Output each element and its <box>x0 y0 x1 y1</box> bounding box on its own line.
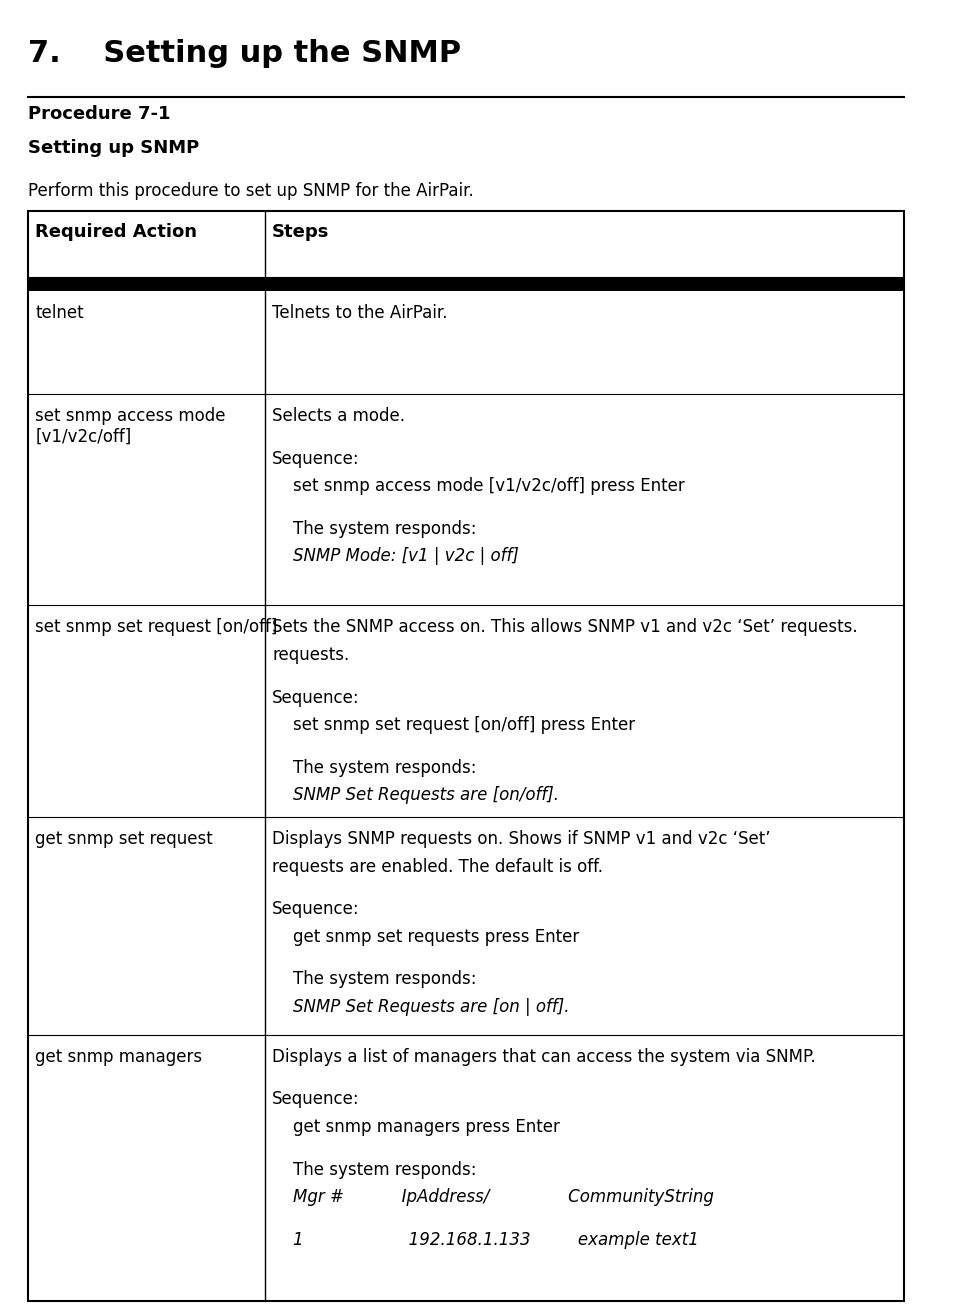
Text: Sequence:: Sequence: <box>272 688 360 707</box>
Text: get snmp set request: get snmp set request <box>35 830 214 848</box>
Text: Setting up SNMP: Setting up SNMP <box>28 139 199 157</box>
Text: requests are enabled. The default is off.: requests are enabled. The default is off… <box>272 857 603 876</box>
Text: set snmp access mode [v1/v2c/off] press Enter: set snmp access mode [v1/v2c/off] press … <box>272 477 685 496</box>
Text: Required Action: Required Action <box>35 223 197 241</box>
Text: Sequence:: Sequence: <box>272 1091 360 1108</box>
Text: The system responds:: The system responds: <box>272 759 476 777</box>
Text: The system responds:: The system responds: <box>272 1160 476 1179</box>
FancyBboxPatch shape <box>28 211 905 1301</box>
Text: get snmp managers press Enter: get snmp managers press Enter <box>272 1118 560 1135</box>
Text: set snmp access mode
[v1/v2c/off]: set snmp access mode [v1/v2c/off] <box>35 406 226 446</box>
Text: Sequence:: Sequence: <box>272 450 360 468</box>
Text: Steps: Steps <box>272 223 329 241</box>
Text: get snmp managers: get snmp managers <box>35 1047 203 1066</box>
Text: requests.: requests. <box>272 646 349 663</box>
Text: telnet: telnet <box>35 304 84 323</box>
Text: The system responds:: The system responds: <box>272 519 476 538</box>
Text: Sequence:: Sequence: <box>272 901 360 918</box>
Text: Displays SNMP requests on. Shows if SNMP v1 and v2c ‘Set’: Displays SNMP requests on. Shows if SNMP… <box>272 830 770 848</box>
Text: SNMP Mode: [v1 | v2c | off]: SNMP Mode: [v1 | v2c | off] <box>272 547 518 565</box>
Text: Procedure 7-1: Procedure 7-1 <box>28 105 171 123</box>
FancyBboxPatch shape <box>28 277 905 291</box>
Text: Mgr #           IpAddress/               CommunityString: Mgr # IpAddress/ CommunityString <box>272 1188 713 1206</box>
Text: Displays a list of managers that can access the system via SNMP.: Displays a list of managers that can acc… <box>272 1047 815 1066</box>
Text: set snmp set request [on/off] press Enter: set snmp set request [on/off] press Ente… <box>272 716 635 734</box>
Text: SNMP Set Requests are [on/off].: SNMP Set Requests are [on/off]. <box>272 787 559 805</box>
Text: SNMP Set Requests are [on | off].: SNMP Set Requests are [on | off]. <box>272 998 569 1016</box>
Text: 1                    192.168.1.133         example text1: 1 192.168.1.133 example text1 <box>272 1231 699 1249</box>
Text: Telnets to the AirPair.: Telnets to the AirPair. <box>272 304 448 323</box>
Text: Sets the SNMP access on. This allows SNMP v1 and v2c ‘Set’ requests.: Sets the SNMP access on. This allows SNM… <box>272 619 858 636</box>
Text: Perform this procedure to set up SNMP for the AirPair.: Perform this procedure to set up SNMP fo… <box>28 182 473 201</box>
Text: set snmp set request [on/off]: set snmp set request [on/off] <box>35 619 277 636</box>
Text: Selects a mode.: Selects a mode. <box>272 406 405 425</box>
Text: get snmp set requests press Enter: get snmp set requests press Enter <box>272 928 579 945</box>
Text: The system responds:: The system responds: <box>272 970 476 988</box>
Text: 7.    Setting up the SNMP: 7. Setting up the SNMP <box>28 39 462 68</box>
